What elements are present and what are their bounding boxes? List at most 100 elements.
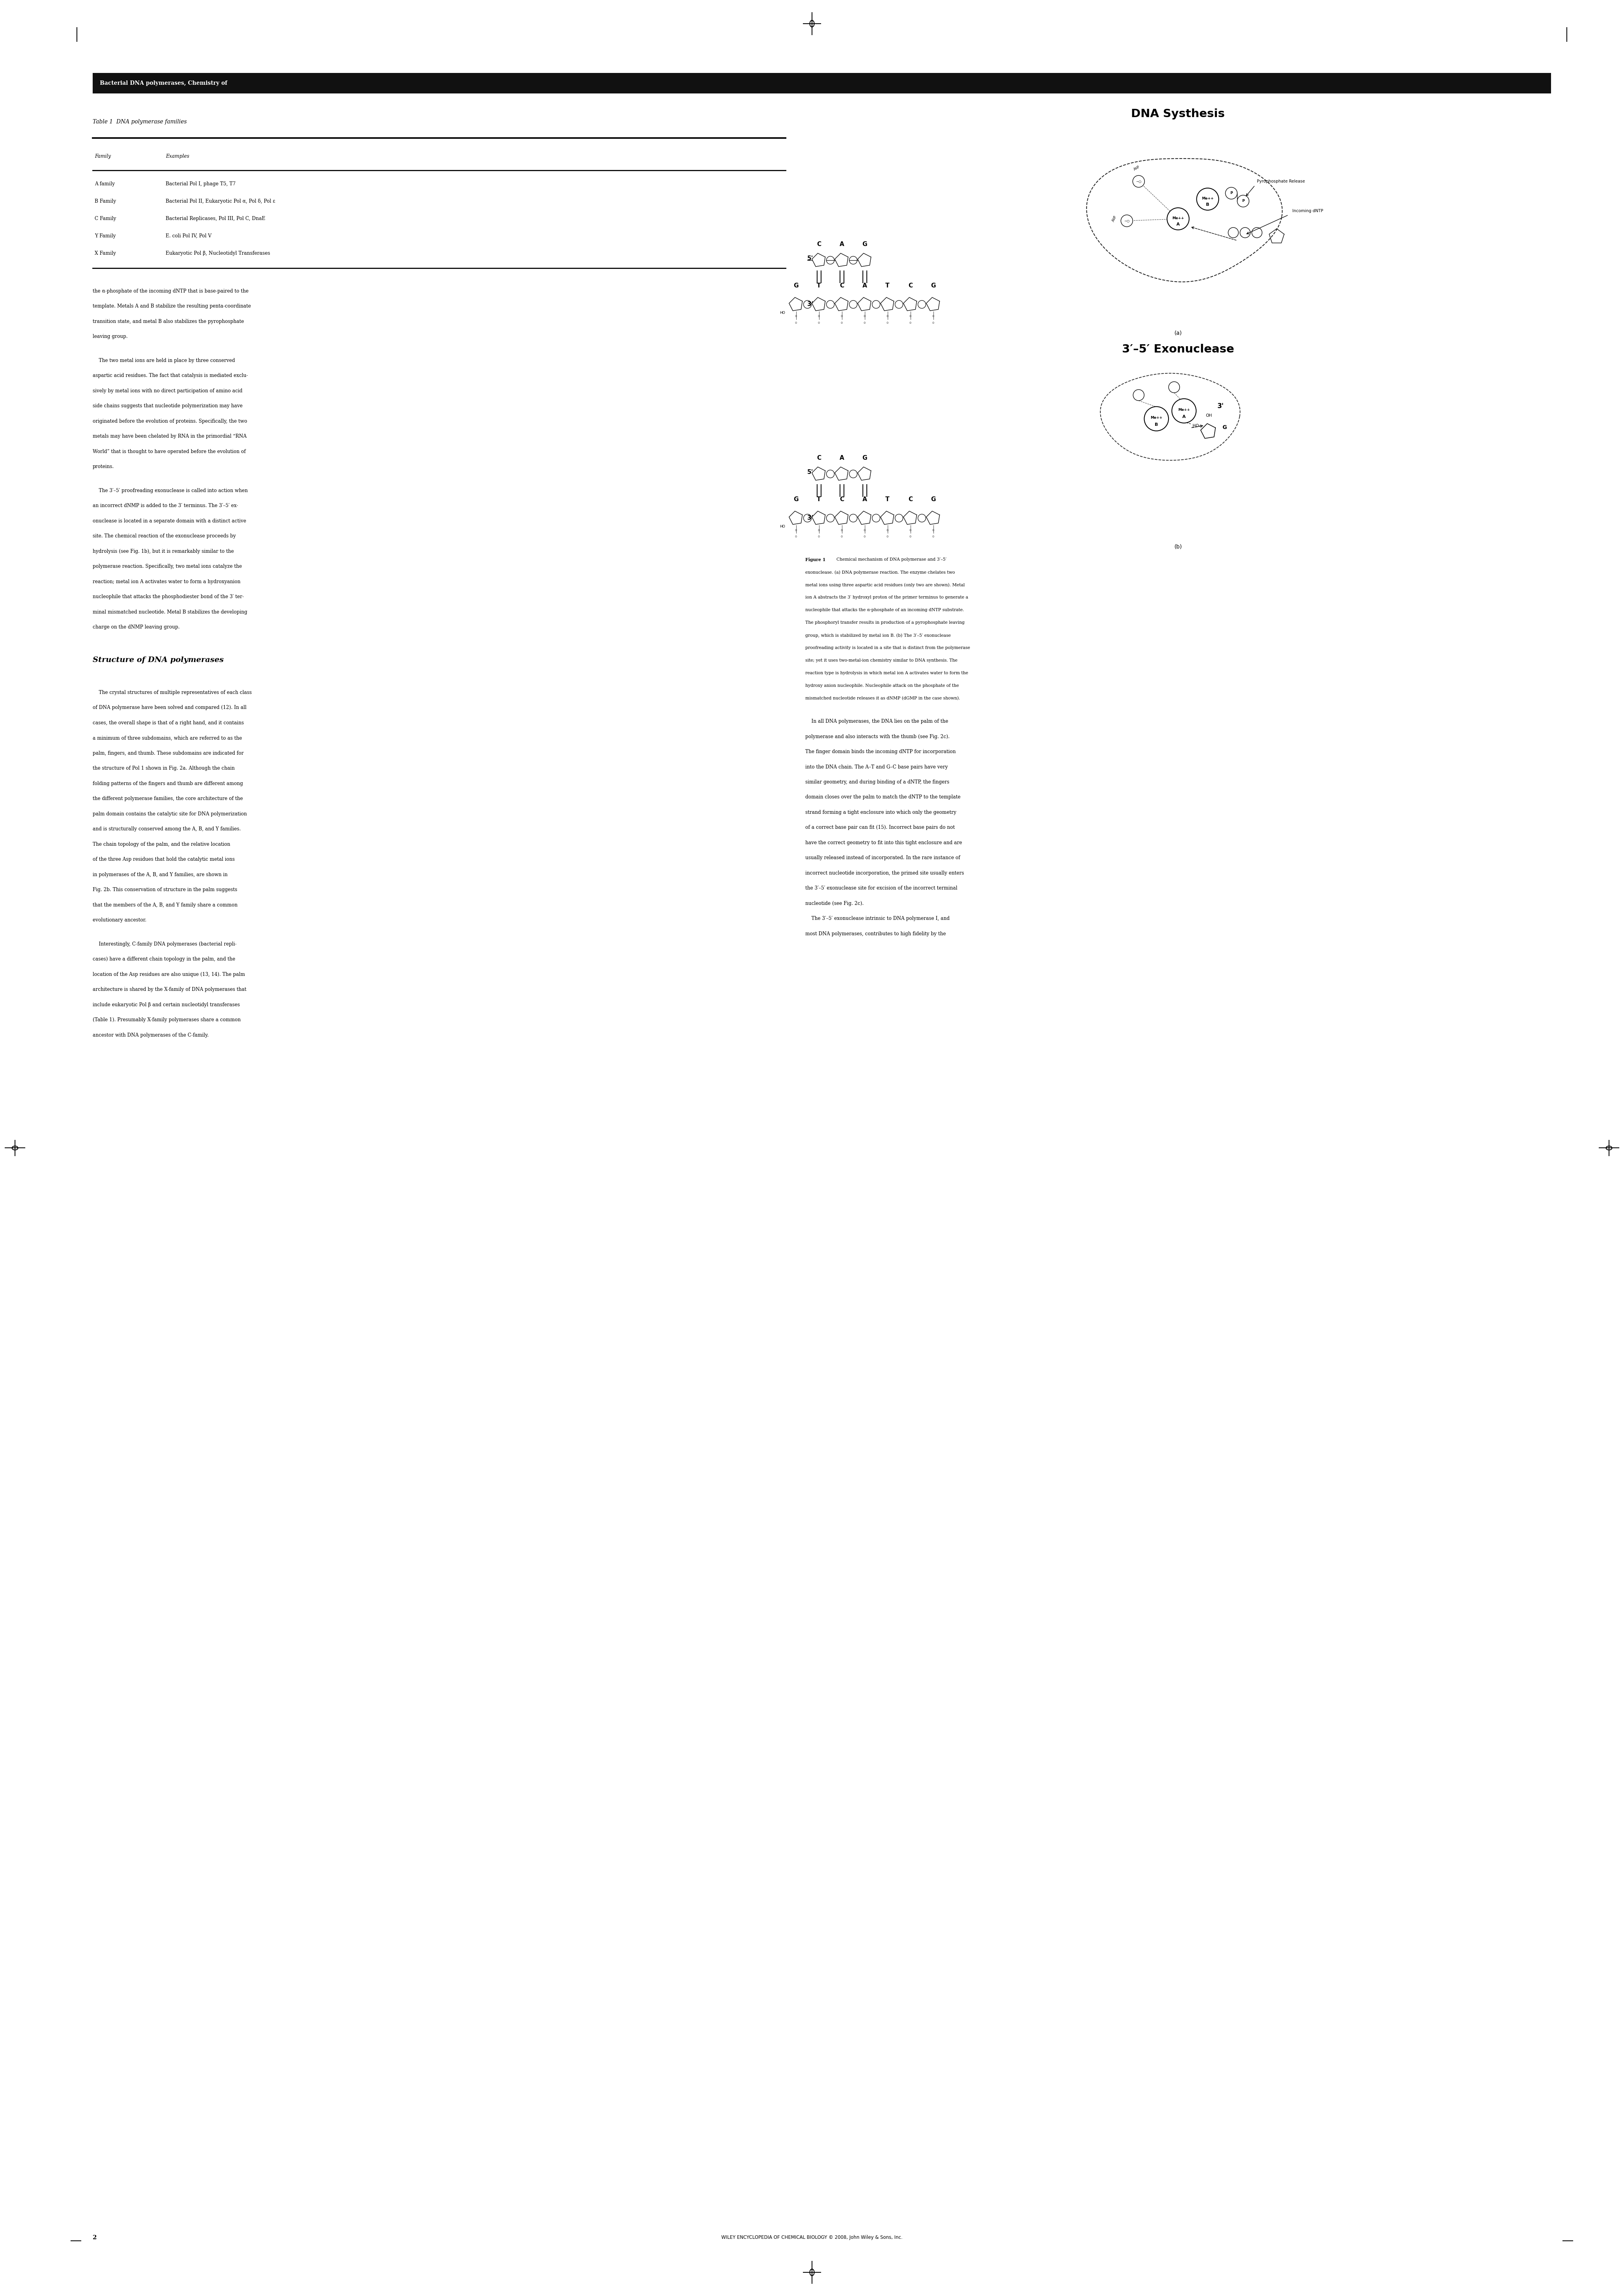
Text: T: T — [817, 282, 822, 289]
Text: that the members of the A, B, and Y family share a common: that the members of the A, B, and Y fami… — [93, 902, 237, 907]
Text: Me++: Me++ — [1173, 216, 1184, 220]
Text: Structure of DNA polymerases: Structure of DNA polymerases — [93, 657, 224, 664]
Text: Table 1  DNA polymerase families: Table 1 DNA polymerase families — [93, 119, 187, 124]
Text: minal mismatched nucleotide. Metal B stabilizes the developing: minal mismatched nucleotide. Metal B sta… — [93, 608, 247, 615]
Text: o: o — [932, 528, 934, 533]
Circle shape — [1145, 406, 1169, 432]
Text: o: o — [818, 315, 820, 317]
Text: an incorrect dNMP is added to the 3′ terminus. The 3′–5′ ex-: an incorrect dNMP is added to the 3′ ter… — [93, 503, 239, 507]
Text: Me++: Me++ — [1177, 409, 1190, 411]
Text: Eukaryotic Pol β, Nucleotidyl Transferases: Eukaryotic Pol β, Nucleotidyl Transferas… — [166, 250, 270, 255]
Text: The 3′–5′ exonuclease intrinsic to DNA polymerase I, and: The 3′–5′ exonuclease intrinsic to DNA p… — [806, 916, 950, 921]
Text: o: o — [796, 528, 797, 533]
Text: The finger domain binds the incoming dNTP for incorporation: The finger domain binds the incoming dNT… — [806, 748, 955, 755]
Text: Y Family: Y Family — [94, 234, 115, 239]
Text: the different polymerase families, the core architecture of the: the different polymerase families, the c… — [93, 797, 244, 801]
Text: G: G — [794, 496, 799, 503]
Text: group, which is stabilized by metal ion B. (b) The 3′–5′ exonuclease: group, which is stabilized by metal ion … — [806, 634, 950, 638]
Text: originated before the evolution of proteins. Specifically, the two: originated before the evolution of prote… — [93, 418, 247, 425]
Text: Examples: Examples — [166, 154, 190, 158]
Text: of DNA polymerase have been solved and compared (12). In all: of DNA polymerase have been solved and c… — [93, 705, 247, 709]
Text: ion A abstracts the 3′ hydroxyl proton of the primer terminus to generate a: ion A abstracts the 3′ hydroxyl proton o… — [806, 595, 968, 599]
Text: ancestor with DNA polymerases of the C-family.: ancestor with DNA polymerases of the C-f… — [93, 1033, 209, 1038]
Text: Me++: Me++ — [1150, 416, 1163, 420]
Text: polymerase and also interacts with the thumb (see Fig. 2c).: polymerase and also interacts with the t… — [806, 735, 950, 739]
Text: World” that is thought to have operated before the evolution of: World” that is thought to have operated … — [93, 450, 245, 455]
Text: C: C — [817, 241, 822, 248]
Text: of the three Asp residues that hold the catalytic metal ions: of the three Asp residues that hold the … — [93, 856, 235, 861]
Circle shape — [1228, 227, 1239, 239]
Text: o: o — [841, 535, 843, 537]
Text: T: T — [817, 496, 822, 503]
Text: B: B — [1155, 422, 1158, 427]
Text: P: P — [1242, 200, 1244, 202]
Text: Fig. 2b. This conservation of structure in the palm suggests: Fig. 2b. This conservation of structure … — [93, 886, 237, 893]
Text: −○: −○ — [1124, 218, 1130, 223]
Text: o: o — [796, 535, 797, 537]
Text: nucleotide (see Fig. 2c).: nucleotide (see Fig. 2c). — [806, 900, 864, 907]
Text: The two metal ions are held in place by three conserved: The two metal ions are held in place by … — [93, 358, 235, 363]
Text: reaction type is hydrolysis in which metal ion A activates water to form the: reaction type is hydrolysis in which met… — [806, 670, 968, 675]
Text: A: A — [840, 241, 844, 248]
Text: mismatched nucleotide releases it as dNMP (dGMP in the case shown).: mismatched nucleotide releases it as dNM… — [806, 696, 960, 700]
Text: o: o — [841, 528, 843, 533]
Text: the 3′–5′ exonuclease site for excision of the incorrect terminal: the 3′–5′ exonuclease site for excision … — [806, 886, 957, 891]
Text: strand forming a tight enclosure into which only the geometry: strand forming a tight enclosure into wh… — [806, 810, 957, 815]
Text: Family: Family — [94, 154, 110, 158]
Text: side chains suggests that nucleotide polymerization may have: side chains suggests that nucleotide pol… — [93, 404, 242, 409]
Text: o: o — [864, 315, 866, 317]
Text: DNA Systhesis: DNA Systhesis — [1132, 108, 1224, 119]
Text: similar geometry, and during binding of a dNTP, the fingers: similar geometry, and during binding of … — [806, 781, 948, 785]
Text: o: o — [864, 321, 866, 324]
Text: The phosphoryl transfer results in production of a pyrophosphate leaving: The phosphoryl transfer results in produ… — [806, 620, 965, 625]
Text: −○: −○ — [1135, 179, 1142, 184]
Circle shape — [1197, 188, 1218, 211]
Text: (a): (a) — [1174, 331, 1182, 335]
Text: evolutionary ancestor.: evolutionary ancestor. — [93, 918, 146, 923]
Text: site. The chemical reaction of the exonuclease proceeds by: site. The chemical reaction of the exonu… — [93, 533, 235, 540]
Text: G: G — [862, 455, 867, 461]
Text: exonuclease. (a) DNA polymerase reaction. The enzyme chelates two: exonuclease. (a) DNA polymerase reaction… — [806, 569, 955, 574]
Text: A: A — [862, 282, 867, 289]
Text: Bacterial Pol II, Eukaryotic Pol α, Pol δ, Pol ε: Bacterial Pol II, Eukaryotic Pol α, Pol … — [166, 200, 274, 204]
Circle shape — [1169, 381, 1179, 393]
Text: G: G — [931, 496, 935, 503]
Text: a minimum of three subdomains, which are referred to as the: a minimum of three subdomains, which are… — [93, 735, 242, 742]
Text: o: o — [887, 528, 888, 533]
Text: Figure 1: Figure 1 — [806, 558, 825, 563]
Circle shape — [1226, 188, 1237, 200]
Text: reaction; metal ion A activates water to form a hydroxyanion: reaction; metal ion A activates water to… — [93, 579, 240, 585]
Text: nucleophile that attacks the phosphodiester bond of the 3′ ter-: nucleophile that attacks the phosphodies… — [93, 595, 244, 599]
Text: o: o — [932, 321, 934, 324]
Text: E. coli Pol IV, Pol V: E. coli Pol IV, Pol V — [166, 234, 211, 239]
Text: include eukaryotic Pol β and certain nucleotidyl transferases: include eukaryotic Pol β and certain nuc… — [93, 1003, 240, 1008]
Text: onuclease is located in a separate domain with a distinct active: onuclease is located in a separate domai… — [93, 519, 247, 523]
Text: o: o — [818, 535, 820, 537]
Text: 3': 3' — [807, 514, 814, 521]
Text: o: o — [909, 528, 911, 533]
Text: (Table 1). Presumably X-family polymerases share a common: (Table 1). Presumably X-family polymeras… — [93, 1017, 240, 1022]
Text: 3′–5′ Exonuclease: 3′–5′ Exonuclease — [1122, 344, 1234, 356]
Text: Me++: Me++ — [1202, 197, 1213, 200]
Text: folding patterns of the fingers and thumb are different among: folding patterns of the fingers and thum… — [93, 781, 244, 785]
Text: C: C — [908, 496, 913, 503]
Text: 2: 2 — [93, 2234, 97, 2241]
Text: transition state, and metal B also stabilizes the pyrophosphate: transition state, and metal B also stabi… — [93, 319, 244, 324]
Text: B Family: B Family — [94, 200, 115, 204]
Text: polymerase reaction. Specifically, two metal ions catalyze the: polymerase reaction. Specifically, two m… — [93, 565, 242, 569]
Text: G: G — [794, 282, 799, 289]
Text: The crystal structures of multiple representatives of each class: The crystal structures of multiple repre… — [93, 691, 252, 696]
Text: (b): (b) — [1174, 544, 1182, 549]
Text: Chemical mechanism of DNA polymerase and 3′–5′: Chemical mechanism of DNA polymerase and… — [833, 558, 947, 563]
Text: Incoming dNTP: Incoming dNTP — [1293, 209, 1324, 214]
Text: HO·: HO· — [1192, 425, 1200, 427]
Text: A: A — [1182, 416, 1186, 418]
Text: A: A — [1176, 223, 1179, 227]
Text: palm domain contains the catalytic site for DNA polymerization: palm domain contains the catalytic site … — [93, 810, 247, 817]
Text: WILEY ENCYCLOPEDIA OF CHEMICAL BIOLOGY © 2008, John Wiley & Sons, Inc.: WILEY ENCYCLOPEDIA OF CHEMICAL BIOLOGY ©… — [721, 2234, 903, 2241]
Text: Asp: Asp — [1112, 216, 1117, 223]
Text: In all DNA polymerases, the DNA lies on the palm of the: In all DNA polymerases, the DNA lies on … — [806, 719, 948, 723]
Text: cases) have a different chain topology in the palm, and the: cases) have a different chain topology i… — [93, 957, 235, 962]
Text: o: o — [864, 535, 866, 537]
Text: 5': 5' — [807, 255, 814, 262]
